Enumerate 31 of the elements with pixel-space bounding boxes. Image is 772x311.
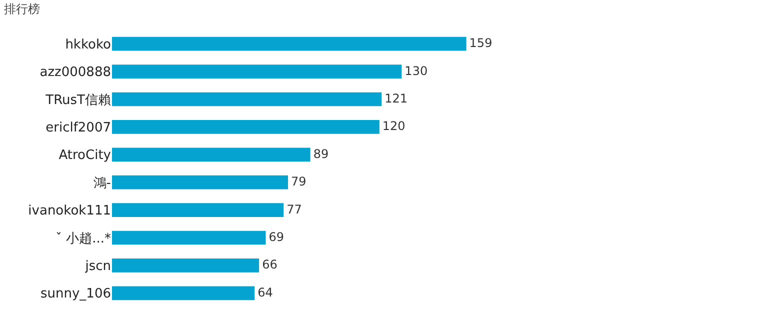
y-tick-label: hkkoko (65, 37, 112, 52)
y-tick-label: 鴻- (93, 176, 112, 191)
y-tick-label: jscn (84, 259, 111, 274)
y-tick-label: ericlf2007 (46, 120, 111, 136)
data-label: 89 (313, 146, 329, 161)
bar (112, 148, 310, 162)
y-tick-label: AtroCity (58, 148, 112, 164)
data-label: 121 (384, 91, 408, 106)
bar (112, 203, 284, 217)
data-label: 130 (404, 64, 428, 78)
data-label: 64 (258, 285, 273, 300)
data-label: 66 (262, 258, 278, 272)
y-tick-label: sunny_106 (40, 286, 111, 302)
bar (112, 286, 255, 300)
bar (112, 120, 380, 134)
y-tick-label: azz000888 (40, 65, 111, 80)
bar (112, 92, 382, 106)
y-tick-label: ˇ 小趙...* (55, 231, 112, 246)
y-tick-label: ivanokok111 (28, 204, 111, 219)
bar (112, 258, 260, 272)
data-label: 77 (286, 202, 302, 216)
bar (112, 175, 288, 190)
y-tick-label: TRusT信賴 (44, 92, 111, 108)
bar (112, 36, 466, 51)
data-label: 120 (382, 119, 406, 134)
bar (112, 230, 266, 245)
data-label: 69 (268, 230, 284, 244)
data-label: 79 (291, 174, 306, 189)
chart-title: 排行榜 (4, 2, 40, 16)
bar (112, 64, 402, 78)
data-label: 159 (469, 36, 492, 50)
